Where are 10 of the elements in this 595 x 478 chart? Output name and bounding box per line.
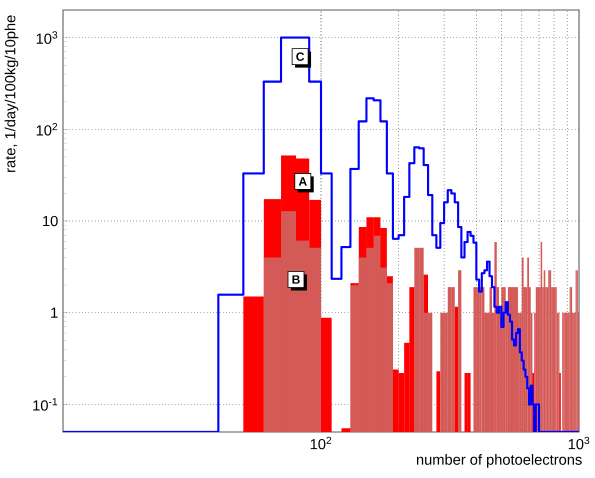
y-tick-label: 10$^{3}$ xyxy=(36,31,58,44)
annotation: A xyxy=(298,177,307,186)
y-tick-label: 10 xyxy=(43,216,58,226)
y-tick-label: 10$^{-1}$ xyxy=(33,398,58,411)
x-axis-title: number of photoelectrons xyxy=(416,454,582,468)
y-tick-label: 10$^{2}$ xyxy=(36,122,58,136)
annotation: B xyxy=(292,275,300,284)
annotation: C xyxy=(296,52,304,61)
y-tick-label: 1 xyxy=(51,308,58,318)
y-axis-title: rate, 1/day/100kg/10phe xyxy=(4,15,18,172)
